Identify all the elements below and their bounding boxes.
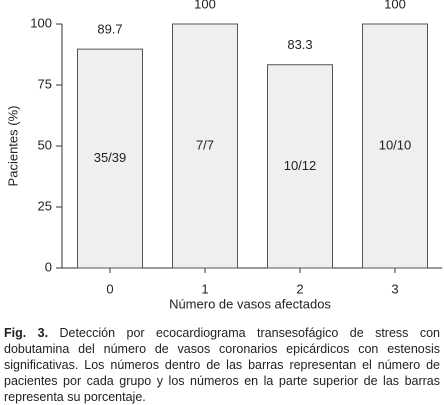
bar xyxy=(172,23,238,269)
inner-label: 10/10 xyxy=(379,137,412,152)
value-label: 83.3 xyxy=(287,37,312,52)
y-tick-label: 25 xyxy=(38,198,52,213)
chart: Pacientes (%) Número de vasos afectados … xyxy=(5,0,442,311)
y-tick-label: 0 xyxy=(45,259,52,274)
x-tick-label: 3 xyxy=(391,281,398,296)
inner-label: 7/7 xyxy=(196,137,214,152)
value-label: 89.7 xyxy=(97,22,122,37)
y-tick-label: 100 xyxy=(30,15,52,30)
x-tick-label: 2 xyxy=(296,281,303,296)
bar xyxy=(362,23,428,269)
caption: Fig. 3. Detección por ecocardiograma tra… xyxy=(4,325,440,405)
value-label: 100 xyxy=(384,0,406,11)
value-label: 100 xyxy=(194,0,216,11)
y-axis-label: Pacientes (%) xyxy=(5,106,20,187)
x-tick-label: 0 xyxy=(106,281,113,296)
x-axis-label: Número de vasos afectados xyxy=(169,296,331,311)
x-tick-label: 1 xyxy=(201,281,208,296)
inner-label: 35/39 xyxy=(94,150,127,165)
y-tick-label: 50 xyxy=(38,137,52,152)
inner-label: 10/12 xyxy=(284,158,317,173)
caption-text: Detección por ecocardiograma transesofág… xyxy=(4,326,440,404)
caption-label: Fig. 3. xyxy=(4,326,49,340)
y-tick-label: 75 xyxy=(38,76,52,91)
